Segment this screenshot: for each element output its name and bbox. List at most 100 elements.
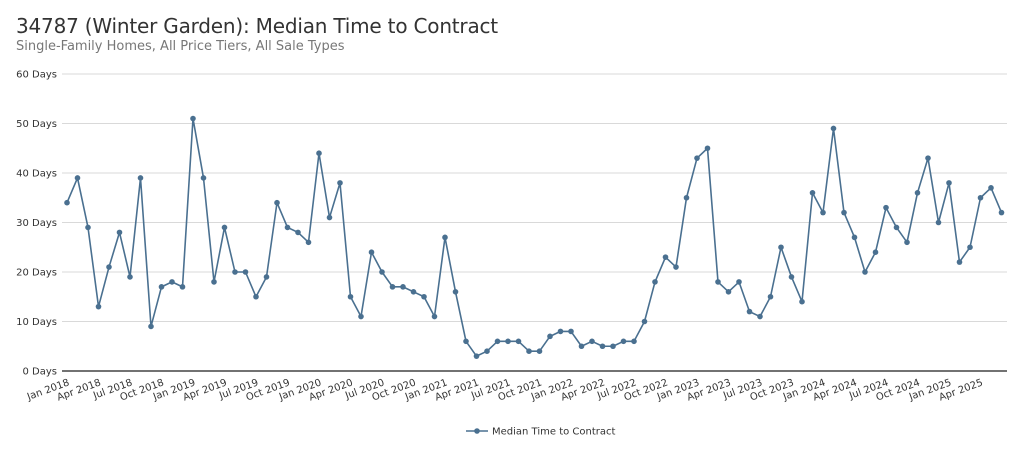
data-point bbox=[872, 249, 879, 255]
data-point bbox=[211, 279, 217, 285]
legend: Median Time to Contract bbox=[466, 427, 616, 438]
data-point bbox=[778, 244, 784, 251]
data-point bbox=[452, 289, 459, 295]
data-point bbox=[799, 298, 805, 305]
data-point bbox=[284, 224, 291, 231]
data-point bbox=[568, 328, 574, 335]
data-point bbox=[368, 249, 375, 255]
data-point bbox=[74, 175, 81, 181]
data-point bbox=[515, 338, 522, 345]
data-point bbox=[704, 145, 711, 152]
data-point bbox=[578, 343, 585, 350]
data-point bbox=[862, 269, 868, 275]
data-point bbox=[316, 150, 322, 156]
data-point bbox=[347, 293, 354, 300]
data-point bbox=[64, 199, 70, 206]
data-point bbox=[589, 338, 595, 345]
data-point bbox=[295, 229, 301, 236]
data-point bbox=[232, 269, 238, 275]
data-point bbox=[85, 224, 91, 231]
data-point bbox=[830, 125, 837, 132]
data-point bbox=[179, 284, 186, 290]
chart-title: 34787 (Winter Garden): Median Time to Co… bbox=[16, 14, 498, 38]
data-point bbox=[274, 199, 280, 206]
data-point bbox=[820, 209, 826, 216]
data-point bbox=[788, 274, 795, 280]
y-tick-label: 50 Days bbox=[16, 119, 57, 130]
data-point bbox=[610, 343, 616, 350]
y-tick-label: 0 Days bbox=[23, 367, 58, 378]
legend-label: Median Time to Contract bbox=[492, 427, 616, 438]
data-point bbox=[337, 180, 343, 186]
data-point bbox=[116, 229, 123, 236]
data-point bbox=[694, 155, 700, 161]
data-point bbox=[956, 259, 963, 265]
data-point bbox=[599, 343, 606, 350]
data-point bbox=[358, 313, 364, 320]
data-point bbox=[841, 209, 847, 216]
data-point bbox=[757, 313, 763, 320]
data-point bbox=[725, 289, 732, 295]
data-point bbox=[662, 254, 669, 260]
data-point bbox=[526, 348, 532, 355]
data-point bbox=[967, 244, 973, 251]
data-point bbox=[746, 308, 753, 315]
data-point bbox=[505, 338, 511, 345]
data-point bbox=[883, 204, 889, 211]
data-point bbox=[305, 239, 312, 246]
data-point bbox=[127, 274, 133, 280]
data-point bbox=[620, 338, 627, 345]
data-point bbox=[389, 284, 396, 290]
data-point bbox=[242, 269, 249, 275]
data-point bbox=[253, 293, 259, 300]
data-point bbox=[442, 234, 448, 241]
data-point bbox=[631, 338, 637, 345]
data-point bbox=[379, 269, 385, 275]
data-point bbox=[536, 348, 543, 355]
data-point bbox=[652, 279, 658, 285]
y-tick-label: 40 Days bbox=[16, 169, 57, 180]
data-point bbox=[95, 303, 102, 310]
data-point bbox=[736, 279, 742, 285]
data-point bbox=[200, 175, 207, 181]
data-point bbox=[893, 224, 900, 231]
data-point bbox=[263, 274, 270, 280]
data-point bbox=[914, 190, 921, 196]
data-point bbox=[169, 279, 175, 285]
data-point bbox=[851, 234, 858, 241]
data-point bbox=[767, 293, 774, 300]
data-point bbox=[400, 284, 406, 290]
data-point bbox=[484, 348, 490, 355]
data-point bbox=[137, 175, 144, 181]
data-point bbox=[148, 323, 154, 330]
series-line bbox=[66, 117, 1003, 357]
data-point bbox=[715, 279, 721, 285]
data-point bbox=[557, 328, 564, 335]
y-tick-label: 60 Days bbox=[16, 70, 57, 81]
y-tick-label: 10 Days bbox=[16, 317, 57, 328]
legend-marker-icon bbox=[474, 428, 480, 434]
data-point bbox=[431, 313, 438, 320]
data-point bbox=[977, 194, 984, 201]
y-tick-label: 20 Days bbox=[16, 268, 57, 279]
data-point bbox=[547, 333, 553, 340]
data-point bbox=[463, 338, 469, 345]
chart-subtitle: Single-Family Homes, All Price Tiers, Al… bbox=[16, 39, 345, 54]
data-point bbox=[935, 219, 942, 226]
data-point bbox=[998, 209, 1005, 216]
data-point bbox=[683, 194, 690, 201]
data-point bbox=[190, 115, 196, 122]
data-point bbox=[158, 284, 165, 290]
data-point bbox=[988, 185, 994, 191]
data-point bbox=[673, 264, 679, 270]
data-point bbox=[925, 155, 931, 161]
data-point bbox=[410, 289, 417, 295]
data-point bbox=[641, 318, 648, 325]
data-point bbox=[473, 353, 480, 359]
data-point bbox=[904, 239, 910, 246]
data-point bbox=[221, 224, 228, 231]
data-point bbox=[421, 293, 427, 300]
y-tick-label: 30 Days bbox=[16, 218, 57, 229]
data-point bbox=[494, 338, 501, 345]
